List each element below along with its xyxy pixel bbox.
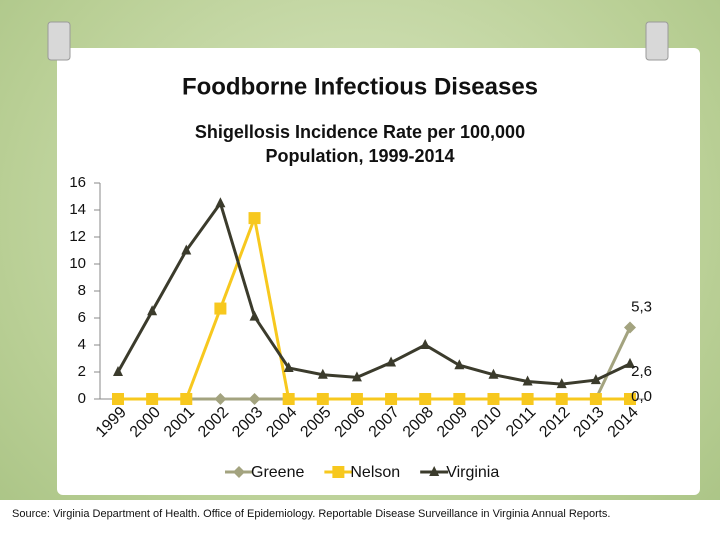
legend-item: Nelson [324,464,400,481]
marker [487,393,500,405]
marker [351,371,362,382]
marker [214,393,227,405]
marker [283,361,294,372]
y-tick-label: 2 [78,363,86,380]
y-tick-label: 4 [78,336,86,353]
legend-marker [429,466,440,476]
chart-subtitle: Shigellosis Incidence Rate per 100,000 [195,122,525,142]
marker [419,393,432,405]
y-tick-label: 8 [78,282,86,299]
marker [181,244,192,255]
chart-subtitle: Population, 1999-2014 [265,146,454,166]
y-tick-label: 0 [78,390,86,407]
marker [316,393,329,405]
legend-marker [233,466,245,478]
y-tick-label: 6 [78,309,86,326]
legend-marker [332,466,345,478]
data-label: 2,6 [631,363,652,380]
data-label: 0,0 [631,388,652,405]
marker [386,356,397,367]
y-tick-label: 16 [69,174,86,191]
marker [282,393,295,405]
marker [522,375,533,386]
series-line [118,212,630,401]
marker [488,368,499,379]
marker [453,393,466,405]
legend-item: Virginia [420,464,499,481]
legend-label: Virginia [446,464,499,481]
marker [113,366,123,376]
legend-label: Nelson [350,464,400,481]
marker [590,374,601,385]
marker [214,302,227,315]
marker [147,305,158,316]
marker [249,310,260,321]
data-label: 5,3 [631,298,652,315]
marker [454,359,465,370]
marker [556,378,567,389]
marker [521,393,534,405]
marker [385,393,398,405]
marker [317,368,328,379]
marker [180,393,193,405]
marker [112,393,124,405]
marker [589,393,602,405]
marker [624,321,636,334]
source-note: Source: Virginia Department of Health. O… [12,508,610,520]
chart-title: Foodborne Infectious Diseases [182,73,538,100]
legend-label: Greene [251,464,304,481]
marker [624,393,636,405]
marker [420,339,431,349]
y-tick-label: 12 [69,228,86,245]
y-tick-label: 14 [69,201,86,218]
y-tick-label: 10 [69,255,86,272]
footer-band [0,500,720,540]
marker [215,197,226,208]
legend-item: Greene [225,464,304,481]
marker [555,393,568,405]
marker [625,357,635,368]
pins [47,21,669,61]
series-line [116,199,631,386]
marker [248,393,261,405]
marker [350,393,363,405]
marker [146,393,159,405]
marker [248,212,261,225]
